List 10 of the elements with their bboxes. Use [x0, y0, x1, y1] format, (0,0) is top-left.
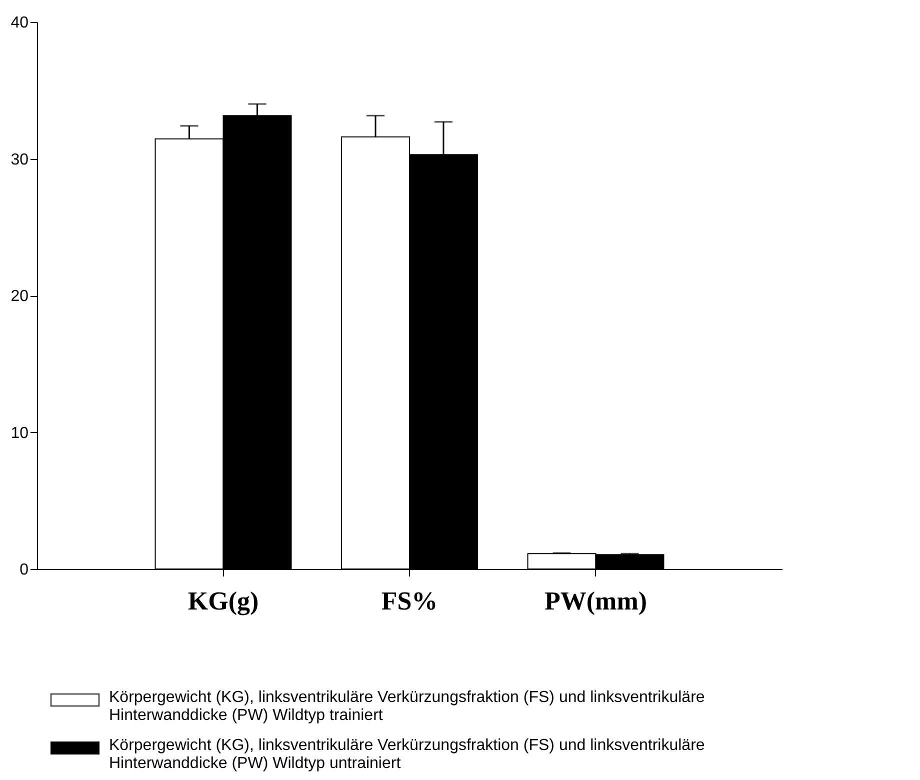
y-tick-label: 10: [10, 424, 29, 442]
y-tick-label: 30: [10, 151, 29, 168]
legend-label: Körpergewicht (KG), linksventrikuläre Verkürzungsfraktion (FS) und linksventrikuläre Hinterwanddicke (PW) Wildtyp untrainiert: [109, 737, 705, 772]
x-tick-label: KG(g): [188, 586, 259, 616]
x-tick-label: FS%: [381, 586, 438, 616]
legend-label: Körpergewicht (KG), linksventrikuläre Verkürzungsfraktion (FS) und linksventrikuläre Hinterwanddicke (PW) Wildtyp trainiert: [109, 689, 705, 724]
y-tick-label: 40: [10, 14, 29, 32]
y-tick-label: 20: [10, 288, 29, 305]
y-tick-label: 0: [20, 562, 29, 578]
x-tick-label: PW(mm): [544, 586, 648, 616]
